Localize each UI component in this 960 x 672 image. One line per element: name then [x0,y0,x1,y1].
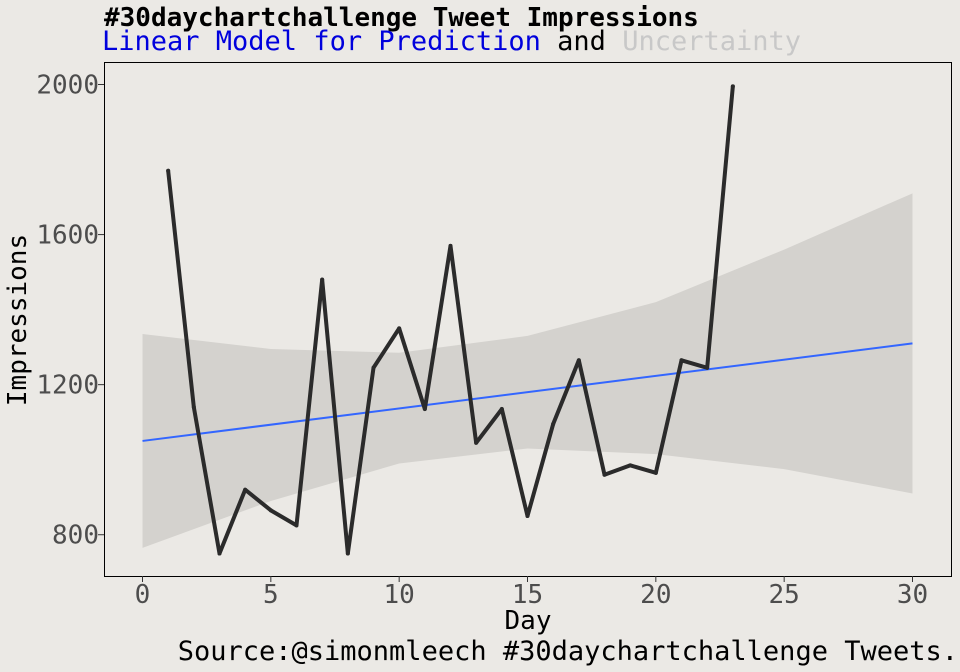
uncertainty-band [142,193,913,548]
impressions-point [217,551,222,556]
impressions-point [345,551,350,556]
impressions-point [371,365,376,370]
impressions-point [730,84,735,89]
x-tick-label: 10 [384,580,415,610]
subtitle-uncertainty-label: Uncertainty [622,26,801,57]
impressions-point [525,513,530,518]
chart-title: #30daychartchallenge Tweet Impressions [104,3,699,33]
x-tick-label: 20 [640,580,671,610]
plot-area [142,84,913,556]
x-tick-label: 30 [897,580,928,610]
y-axis-title: Impressions [3,234,33,406]
impressions-point [679,358,684,363]
impressions-point [551,422,556,427]
y-tick-label: 2000 [36,71,99,101]
linear-model-line [142,342,913,442]
subtitle-model-label: Linear Model for Prediction [102,26,541,57]
impressions-point [602,472,607,477]
impressions-point [628,463,633,468]
impressions-point [653,470,658,475]
impressions-point [166,168,171,173]
y-tick-label: 1600 [36,221,99,251]
impressions-point [705,365,710,370]
x-tick-label: 25 [769,580,800,610]
y-tick-label: 1200 [36,371,99,401]
impressions-point [397,326,402,331]
subtitle-connector: and [541,26,622,57]
y-tick-label: 800 [52,521,99,551]
x-tick-label: 15 [512,580,543,610]
x-axis-title: Day [505,606,552,636]
x-tick-label: 0 [135,580,151,610]
impressions-point [268,508,273,513]
source-caption: Source:@simonmleech #30daychartchallenge… [178,636,958,667]
impressions-point [474,440,479,445]
chart-subtitle: Linear Model for Prediction and Uncertai… [102,26,801,57]
impressions-point [191,405,196,410]
impressions-point [422,407,427,412]
impressions-point [499,407,504,412]
impressions-point [448,243,453,248]
impressions-point [320,277,325,282]
x-tick-label: 5 [263,580,279,610]
impressions-point [576,358,581,363]
impressions-point [294,523,299,528]
impressions-point [243,487,248,492]
